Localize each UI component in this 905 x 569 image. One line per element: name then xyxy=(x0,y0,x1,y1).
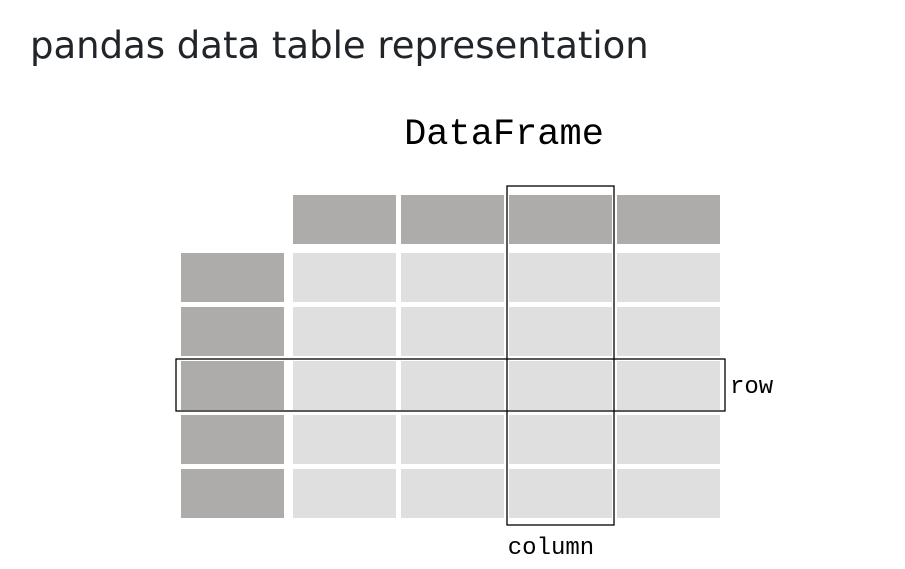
row-highlight-outline xyxy=(175,358,726,412)
data-cell xyxy=(617,361,720,410)
column-header-cell xyxy=(509,195,612,244)
data-cell xyxy=(509,361,612,410)
data-cell xyxy=(293,253,396,302)
data-cell xyxy=(509,415,612,464)
data-cell xyxy=(617,469,720,518)
row-index-cell xyxy=(181,415,284,464)
data-cell xyxy=(293,469,396,518)
row-index-cell xyxy=(181,253,284,302)
column-label: column xyxy=(508,535,594,562)
data-cell xyxy=(509,307,612,356)
data-cell xyxy=(617,307,720,356)
data-cell xyxy=(617,415,720,464)
row-index-cell xyxy=(181,361,284,410)
data-cell xyxy=(509,253,612,302)
column-header-cell xyxy=(401,195,504,244)
column-highlight-outline xyxy=(506,185,615,526)
row-index-cell xyxy=(181,469,284,518)
page-heading: pandas data table representation xyxy=(30,24,649,67)
diagram-title: DataFrame xyxy=(404,114,604,156)
data-cell xyxy=(401,361,504,410)
row-label: row xyxy=(730,374,774,401)
data-cell xyxy=(401,415,504,464)
data-cell xyxy=(293,307,396,356)
data-cell xyxy=(509,469,612,518)
data-cell xyxy=(293,361,396,410)
column-header-cell xyxy=(293,195,396,244)
data-cell xyxy=(401,253,504,302)
column-header-cell xyxy=(617,195,720,244)
data-cell xyxy=(401,469,504,518)
row-index-cell xyxy=(181,307,284,356)
dataframe-cells xyxy=(181,195,720,518)
data-cell xyxy=(293,415,396,464)
data-cell xyxy=(617,253,720,302)
data-cell xyxy=(401,307,504,356)
